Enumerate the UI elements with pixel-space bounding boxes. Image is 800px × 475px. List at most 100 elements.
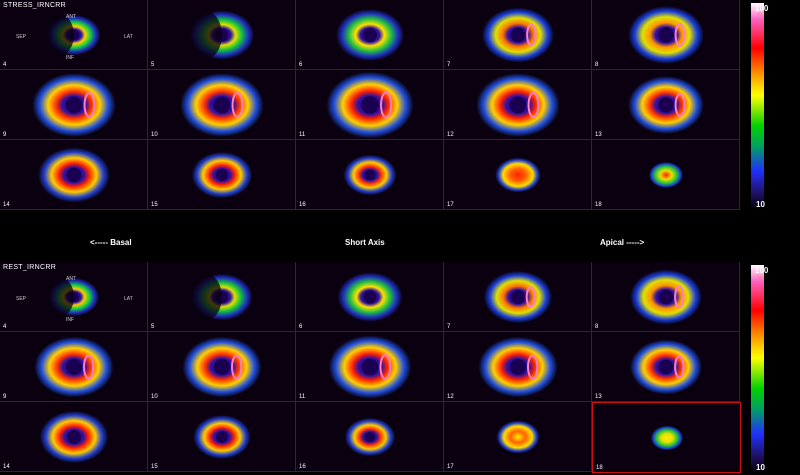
rest-slice-18-image <box>650 425 684 451</box>
rest-slice-14-image <box>39 410 109 464</box>
rest-slice-number: 9 <box>3 394 7 400</box>
stress-slice-9[interactable]: 9 <box>0 70 148 140</box>
stress-slice-18-image <box>648 161 684 189</box>
rest-slice-number: 7 <box>447 324 451 330</box>
stress-inf-label: INF <box>66 55 75 61</box>
rest-slice-6-image <box>337 272 403 322</box>
stress-slice-number: 13 <box>595 132 602 138</box>
rest-slice-17[interactable]: 17 <box>444 402 592 472</box>
stress-lat-label: LAT <box>124 34 133 40</box>
rest-scale-max: 100 <box>755 266 769 275</box>
stress-panel: STRESS_IRNCRR ANT SEP LAT INF 4 5 6 7 8 9 10 11 12 13… <box>0 0 740 212</box>
stress-slice-number: 17 <box>447 202 454 208</box>
stress-slice-number: 9 <box>3 132 7 138</box>
rest-slice-8[interactable]: 8 <box>592 262 740 332</box>
rest-slice-14[interactable]: 14 <box>0 402 148 472</box>
stress-slice-10-image <box>180 73 264 137</box>
stress-slice-10[interactable]: 10 <box>148 70 296 140</box>
rest-inf-label: INF <box>66 317 75 323</box>
rest-slice-11[interactable]: 11 <box>296 332 444 402</box>
stress-slice-12[interactable]: 12 <box>444 70 592 140</box>
rest-title: REST_IRNCRR <box>3 264 57 271</box>
stress-sep-label: SEP <box>16 34 27 40</box>
rest-slice-5-image <box>186 272 253 322</box>
rest-slice-15[interactable]: 15 <box>148 402 296 472</box>
stress-slice-16-image <box>343 154 397 196</box>
rest-slice-8-image <box>629 269 703 325</box>
rest-slice-7[interactable]: 7 <box>444 262 592 332</box>
rest-scale-min: 10 <box>756 463 765 472</box>
rest-ant-label: ANT <box>66 276 76 282</box>
rest-slice-18[interactable]: 18 <box>592 402 741 473</box>
rest-slice-number: 16 <box>299 464 306 470</box>
short-axis-label: Short Axis <box>345 238 385 247</box>
rest-slice-9[interactable]: 9 <box>0 332 148 402</box>
stress-scale-min: 10 <box>756 200 765 209</box>
rest-color-bar <box>751 265 764 471</box>
rest-slice-13[interactable]: 13 <box>592 332 740 402</box>
rest-slice-17-image <box>496 420 540 454</box>
rest-slice-number: 12 <box>447 394 454 400</box>
stress-color-scale: 100 % 10 <box>740 0 800 212</box>
stress-slice-14[interactable]: 14 <box>0 140 148 210</box>
stress-slice-number: 12 <box>447 132 454 138</box>
stress-slice-12-image <box>476 73 560 137</box>
rest-slice-16[interactable]: 16 <box>296 402 444 472</box>
stress-slice-number: 15 <box>151 202 158 208</box>
rest-slice-4-image <box>44 277 100 317</box>
rest-slice-13-image <box>629 339 703 395</box>
stress-slice-number: 10 <box>151 132 158 138</box>
stress-scale-unit: % <box>757 13 764 20</box>
stress-ant-label: ANT <box>66 14 76 20</box>
stress-slice-number: 5 <box>151 62 155 68</box>
rest-slice-12-image <box>478 336 558 398</box>
stress-slice-18[interactable]: 18 <box>592 140 740 210</box>
rest-slice-number: 17 <box>447 464 454 470</box>
stress-slice-7-image <box>481 7 555 63</box>
rest-slice-4[interactable]: ANT SEP LAT INF 4 <box>0 262 148 332</box>
stress-slice-13-image <box>628 76 704 134</box>
rest-slice-9-image <box>34 336 114 398</box>
rest-slice-5[interactable]: 5 <box>148 262 296 332</box>
stress-slice-number: 4 <box>3 62 7 68</box>
rest-slice-6[interactable]: 6 <box>296 262 444 332</box>
rest-slice-number: 11 <box>299 394 306 400</box>
rest-lat-label: LAT <box>124 296 133 302</box>
stress-title: STRESS_IRNCRR <box>3 2 67 9</box>
stress-slice-8-image <box>628 6 704 64</box>
stress-slice-number: 18 <box>595 202 602 208</box>
stress-slice-11[interactable]: 11 <box>296 70 444 140</box>
rest-slice-11-image <box>328 335 412 399</box>
stress-slice-9-image <box>32 73 116 137</box>
rest-slice-number: 18 <box>596 465 603 471</box>
rest-slice-number: 10 <box>151 394 158 400</box>
stress-slice-15[interactable]: 15 <box>148 140 296 210</box>
stress-slice-13[interactable]: 13 <box>592 70 740 140</box>
stress-slice-16[interactable]: 16 <box>296 140 444 210</box>
stress-slice-4[interactable]: ANT SEP LAT INF 4 <box>0 0 148 70</box>
rest-slice-number: 4 <box>3 324 7 330</box>
rest-slice-number: 5 <box>151 324 155 330</box>
stress-slice-7[interactable]: 7 <box>444 0 592 70</box>
rest-sep-label: SEP <box>16 296 27 302</box>
rest-slice-12[interactable]: 12 <box>444 332 592 402</box>
rest-slice-number: 8 <box>595 324 599 330</box>
stress-slice-5[interactable]: 5 <box>148 0 296 70</box>
stress-slice-14-image <box>37 147 111 203</box>
stress-slice-17[interactable]: 17 <box>444 140 592 210</box>
stress-slice-15-image <box>191 151 253 199</box>
stress-slice-6-image <box>335 8 405 62</box>
basal-label: <----- Basal <box>90 238 132 247</box>
apical-label: Apical -----> <box>600 238 645 247</box>
stress-slice-number: 11 <box>299 132 306 138</box>
stress-slice-number: 14 <box>3 202 10 208</box>
stress-slice-11-image <box>326 71 414 139</box>
stress-slice-8[interactable]: 8 <box>592 0 740 70</box>
axis-label-row: <----- Basal Short Axis Apical -----> <box>0 212 740 262</box>
rest-slice-10[interactable]: 10 <box>148 332 296 402</box>
stress-slice-17-image <box>495 157 541 193</box>
stress-slice-6[interactable]: 6 <box>296 0 444 70</box>
rest-slice-7-image <box>483 270 553 324</box>
stress-color-bar <box>751 3 764 208</box>
rest-slice-number: 6 <box>299 324 303 330</box>
